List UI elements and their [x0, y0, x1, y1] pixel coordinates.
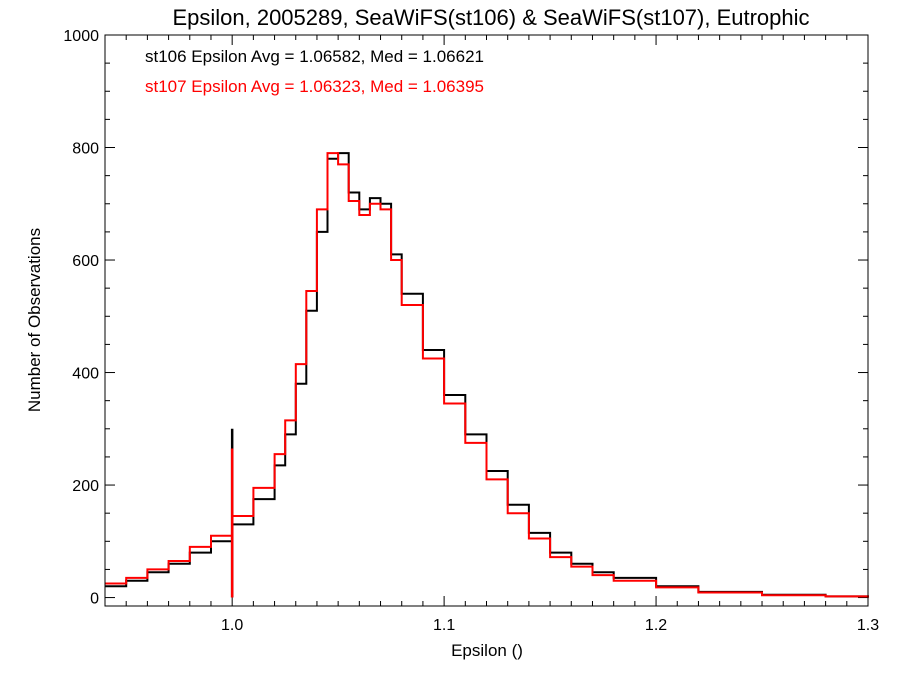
y-tick-label: 0: [90, 591, 99, 608]
y-tick-label: 200: [72, 478, 99, 495]
y-axis-label: Number of Observations: [25, 228, 44, 412]
x-tick-label: 1.0: [221, 617, 243, 634]
st106-stats-annotation: st106 Epsilon Avg = 1.06582, Med = 1.066…: [145, 47, 484, 66]
x-tick-label: 1.3: [857, 617, 879, 634]
x-tick-label: 1.2: [645, 617, 667, 634]
st107-stats-annotation: st107 Epsilon Avg = 1.06323, Med = 1.063…: [145, 77, 484, 96]
y-tick-label: 800: [72, 141, 99, 158]
y-tick-label: 600: [72, 253, 99, 270]
axis-ticks: 1.0 1.1 1.2 1.3 0 200 400 600 800 1000: [63, 28, 879, 634]
plot-frame: [104, 34, 869, 607]
series-line-st106: [105, 152, 869, 598]
y-tick-label: 400: [72, 366, 99, 383]
series-line-st107: [105, 152, 869, 598]
x-tick-label: 1.1: [433, 617, 455, 634]
chart-title: Epsilon, 2005289, SeaWiFS(st106) & SeaWi…: [172, 5, 809, 30]
x-axis-label: Epsilon (): [451, 641, 523, 660]
y-tick-label: 1000: [63, 28, 99, 45]
series-lines: [105, 152, 869, 598]
